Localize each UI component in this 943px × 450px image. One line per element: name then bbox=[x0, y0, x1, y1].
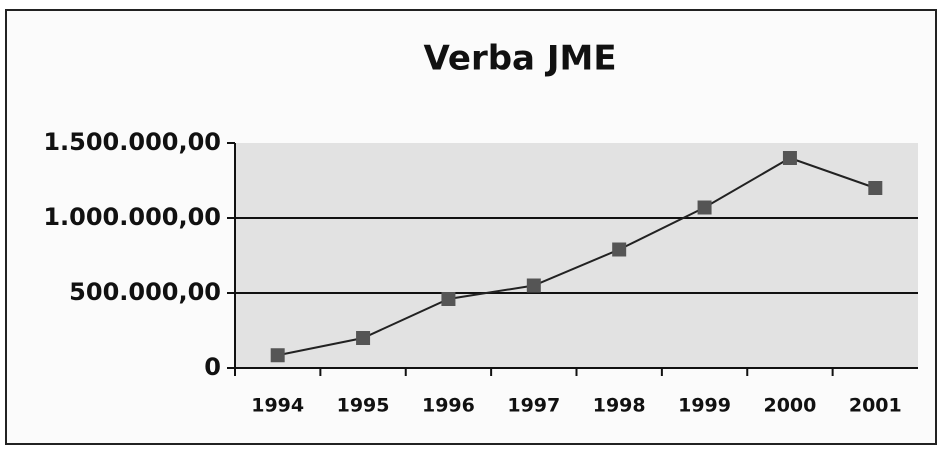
x-tick-label: 1996 bbox=[422, 395, 475, 417]
marker bbox=[782, 151, 797, 165]
y-tick-label: 1.500.000,00 bbox=[43, 128, 221, 156]
plot-area bbox=[235, 143, 918, 368]
x-tick-label: 1999 bbox=[678, 395, 731, 417]
x-tick-label: 1997 bbox=[507, 395, 560, 417]
marker bbox=[697, 200, 712, 215]
marker bbox=[441, 292, 456, 306]
marker bbox=[526, 278, 541, 293]
x-tick-label: 2000 bbox=[763, 395, 816, 417]
y-tick-label: 0 bbox=[204, 353, 221, 381]
chart-title: Verba JME bbox=[423, 39, 616, 79]
x-tick-label: 2001 bbox=[849, 395, 902, 417]
y-tick-label: 500.000,00 bbox=[69, 278, 221, 306]
marker bbox=[356, 331, 371, 345]
y-tick-label: 1.000.000,00 bbox=[43, 203, 221, 231]
marker bbox=[270, 348, 285, 363]
marker bbox=[612, 242, 627, 257]
x-tick-label: 1995 bbox=[337, 395, 390, 417]
line bbox=[277, 156, 876, 357]
x-tick-label: 1994 bbox=[251, 395, 304, 417]
x-tick-label: 1998 bbox=[593, 395, 646, 417]
marker bbox=[868, 181, 883, 195]
